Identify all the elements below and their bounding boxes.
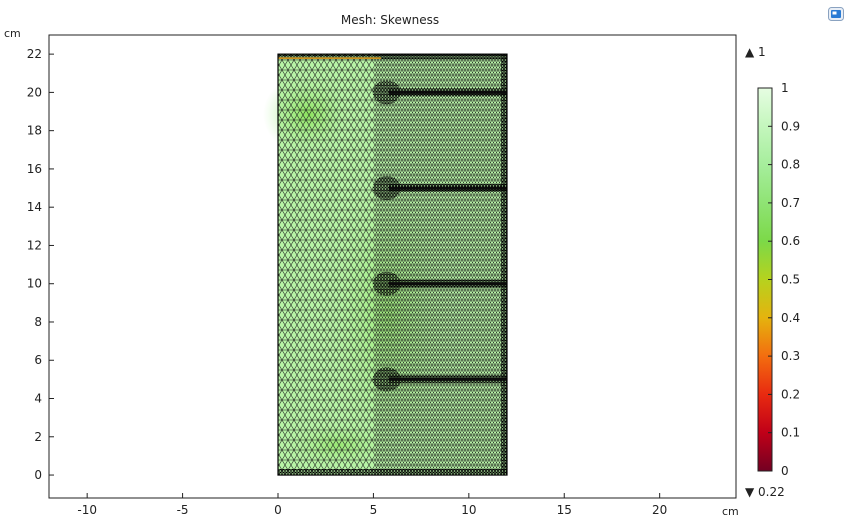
colorbar-tick-label: 0.8 <box>781 158 800 172</box>
x-axis-ticks: -10 -5 0 5 10 15 20 <box>77 493 667 517</box>
y-tick-label: 18 <box>27 124 42 138</box>
color-range-max-label: ▲ 1 <box>745 45 766 59</box>
x-tick-label: 20 <box>652 503 667 517</box>
colorbar: 1 0.9 0.8 0.7 0.6 0.5 0.4 0.3 0.2 0.1 0 <box>757 81 800 478</box>
y-tick-label: 4 <box>34 392 42 406</box>
fin-edge <box>388 186 507 190</box>
bottom-boundary-layer <box>278 469 507 476</box>
plot-frame <box>48 34 737 499</box>
colorbar-ticks: 1 0.9 0.8 0.7 0.6 0.5 0.4 0.3 0.2 0.1 0 <box>768 81 800 478</box>
y-tick-label: 6 <box>34 353 42 367</box>
y-tick-label: 2 <box>34 430 42 444</box>
x-axis-unit-label: cm <box>722 505 739 518</box>
x-tick-label: 10 <box>461 503 476 517</box>
fin-tip-refinement <box>372 176 401 201</box>
camera-view-icon[interactable] <box>828 7 844 21</box>
y-axis-ticks: 0 2 4 6 8 10 12 14 16 18 20 22 <box>27 47 54 482</box>
y-tick-label: 12 <box>27 238 42 252</box>
fin-tip-refinement <box>372 367 401 392</box>
color-range-min-label: ▼ 0.22 <box>745 485 785 499</box>
fin-edge <box>388 90 507 94</box>
y-tick-label: 8 <box>34 315 42 329</box>
y-tick-label: 0 <box>34 468 42 482</box>
colorbar-tick-label: 1 <box>781 81 789 95</box>
coarse-mesh <box>278 54 375 476</box>
x-tick-label: 5 <box>370 503 378 517</box>
colorbar-tick-label: 0.5 <box>781 273 800 287</box>
y-tick-label: 20 <box>27 85 42 99</box>
fin-tip-refinement <box>372 271 401 296</box>
colorbar-tick-label: 0.9 <box>781 119 800 133</box>
domain-border <box>277 53 508 476</box>
mesh-domain <box>263 53 508 476</box>
plot-title: Mesh: Skewness <box>340 13 440 27</box>
colorbar-tick-label: 0.7 <box>781 196 800 210</box>
fin-tip-refinement <box>372 80 401 105</box>
fin-edge <box>388 377 507 381</box>
x-tick-label: -5 <box>177 503 189 517</box>
top-boundary-layer <box>278 54 507 60</box>
colorbar-tick-label: 0.1 <box>781 426 800 440</box>
y-axis-unit-label: cm <box>4 27 21 40</box>
fine-mesh <box>374 54 507 476</box>
y-tick-label: 10 <box>27 277 42 291</box>
colorbar-tick-label: 0.6 <box>781 234 800 248</box>
right-boundary-layer <box>501 54 507 476</box>
fin-edge <box>388 282 507 286</box>
colorbar-tick-label: 0.2 <box>781 387 800 401</box>
x-tick-label: 0 <box>274 503 282 517</box>
x-tick-label: -10 <box>77 503 97 517</box>
x-tick-label: 15 <box>557 503 572 517</box>
y-tick-label: 16 <box>27 162 42 176</box>
colorbar-tick-label: 0 <box>781 464 789 478</box>
y-tick-label: 14 <box>27 200 42 214</box>
colorbar-tick-label: 0.4 <box>781 311 800 325</box>
y-tick-label: 22 <box>27 47 42 61</box>
colorbar-tick-label: 0.3 <box>781 349 800 363</box>
